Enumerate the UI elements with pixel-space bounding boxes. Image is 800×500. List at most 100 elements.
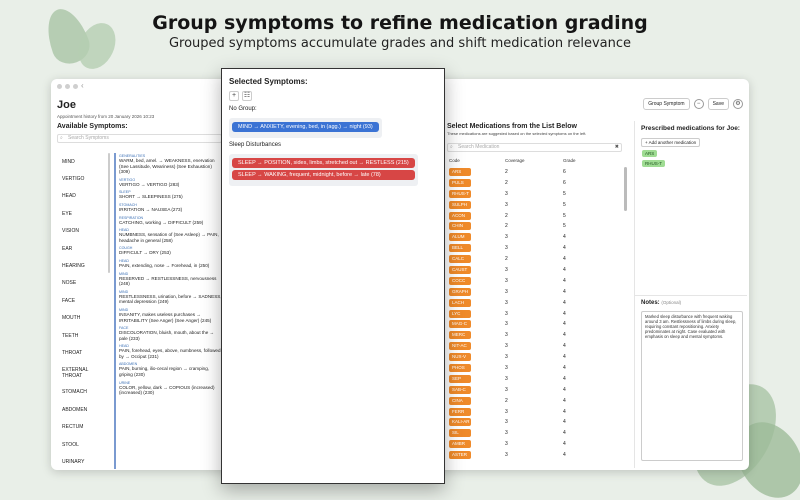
symptom-item[interactable]: RESPIRATION CATCHING, working → DIFFICULT… <box>116 215 222 228</box>
medication-row[interactable]: KALI-AR 3 4 <box>447 417 627 428</box>
medication-row[interactable]: CALC 2 4 <box>447 254 627 265</box>
medication-code-badge[interactable]: PULS <box>449 178 471 187</box>
medication-row[interactable]: MAG-C 3 4 <box>447 319 627 330</box>
category-item[interactable]: EXTERNAL THROAT <box>62 366 89 379</box>
medication-row[interactable]: CHIN 2 5 <box>447 221 627 232</box>
symptom-item[interactable]: VERTIGO VERTIGO → VERTIGO (283) <box>116 177 222 190</box>
category-item[interactable]: NOSE <box>62 280 77 287</box>
symptom-item[interactable]: MIND RESTLESSNESS, urination, before → SA… <box>116 289 222 307</box>
medication-code-badge[interactable]: SIL <box>449 429 471 438</box>
medication-row[interactable]: ARS 2 6 <box>447 167 627 178</box>
category-item[interactable]: EYE <box>62 210 73 217</box>
close-dot-icon[interactable] <box>57 84 62 89</box>
category-item[interactable]: EAR <box>62 245 73 252</box>
symptom-item[interactable]: HEAD PAIN, forehead, eyes, above, numbnes… <box>116 343 222 361</box>
medication-row[interactable]: ASTER 3 4 <box>447 450 627 461</box>
medication-code-badge[interactable]: ARS <box>449 168 471 176</box>
medication-row[interactable]: SEP 3 4 <box>447 374 627 385</box>
symptom-item[interactable]: MIND INSANITY, makes useless purchases → … <box>116 307 222 325</box>
medication-search-input[interactable]: ⌕ Search Medication ✖ <box>447 143 622 152</box>
symptom-item[interactable]: HEAD NUMBNESS, sensation of (See Asleep) … <box>116 227 222 245</box>
medication-row[interactable]: GRAPH 3 4 <box>447 287 627 298</box>
list-icon[interactable]: ☷ <box>242 91 252 101</box>
category-item[interactable]: HEARING <box>62 263 85 270</box>
back-chevron-icon[interactable]: ‹ <box>81 81 84 90</box>
add-medication-button[interactable]: + Add another medication <box>641 138 701 147</box>
medication-row[interactable]: AMBR 3 4 <box>447 439 627 450</box>
medication-row[interactable]: NUX-V 3 4 <box>447 352 627 363</box>
medication-code-badge[interactable]: MERC <box>449 331 471 340</box>
prescribed-item[interactable]: RHUS-T <box>642 160 665 167</box>
medication-code-badge[interactable]: AMBR <box>449 440 471 449</box>
medication-code-badge[interactable]: PHOS <box>449 364 471 373</box>
minus-icon[interactable]: − <box>693 99 704 109</box>
medication-code-badge[interactable]: CALC <box>449 255 471 264</box>
medication-code-badge[interactable]: CINA <box>449 396 471 405</box>
medication-code-badge[interactable]: NUX-V <box>449 353 471 362</box>
selected-symptom-pill[interactable]: MIND → ANXIETY, evening, bed, in (agg.) … <box>232 122 379 132</box>
selected-symptom-pill[interactable]: SLEEP → WAKING, frequent, midnight, befo… <box>232 170 415 180</box>
medication-row[interactable]: LYC 3 4 <box>447 309 627 320</box>
medication-row[interactable]: ACON 2 5 <box>447 211 627 222</box>
medication-row[interactable]: SIL 3 4 <box>447 428 627 439</box>
category-item[interactable]: FACE <box>62 297 76 304</box>
medication-row[interactable]: BELL 3 4 <box>447 243 627 254</box>
medication-row[interactable]: CAUST 3 4 <box>447 265 627 276</box>
symptom-item[interactable]: STOMACH IRRITATION → NAUSEA (273) <box>116 202 222 215</box>
category-item[interactable]: STOMACH <box>62 389 87 396</box>
category-item[interactable]: THROAT <box>62 349 83 356</box>
add-group-icon[interactable]: + <box>229 91 239 101</box>
save-button[interactable]: Save <box>707 98 729 110</box>
symptom-item[interactable]: MIND RESERVED → RESTLESSNESS, nervousness… <box>116 271 222 289</box>
category-item[interactable]: MOUTH <box>62 315 81 322</box>
medication-row[interactable]: PHOS 3 4 <box>447 363 627 374</box>
medication-row[interactable]: MERC 3 4 <box>447 330 627 341</box>
column-code[interactable]: Code <box>449 158 460 163</box>
category-item[interactable]: ABDOMEN <box>62 406 88 413</box>
selected-symptom-pill[interactable]: SLEEP → POSITION, sides, limbs, stretche… <box>232 158 415 168</box>
column-grade[interactable]: Grade <box>563 158 576 163</box>
prescribed-item[interactable]: ARS <box>642 150 658 157</box>
symptom-item[interactable]: URINE COLOR, yellow, dark → COPIOUS (incr… <box>116 380 222 398</box>
category-scrollbar[interactable] <box>108 153 110 273</box>
medication-code-badge[interactable]: RHUS-T <box>449 189 471 198</box>
category-item[interactable]: STOOL <box>62 441 79 448</box>
symptom-item[interactable]: COUGH DIFFICULT → DRY (253) <box>116 245 222 258</box>
symptom-item[interactable]: HEAD PAIN, extending, nose → Forehead, in… <box>116 258 222 271</box>
medication-row[interactable]: RHUS-T 3 5 <box>447 189 627 200</box>
medication-code-badge[interactable]: ACON <box>449 211 471 220</box>
settings-icon[interactable]: ⚙ <box>733 99 743 109</box>
medication-code-badge[interactable]: SAB-C <box>449 385 471 394</box>
symptom-search-input[interactable]: ⌕ Search Symptoms <box>57 134 222 143</box>
medication-code-badge[interactable]: LACH <box>449 298 471 307</box>
medication-code-badge[interactable]: BELL <box>449 244 471 253</box>
medication-row[interactable]: LACH 3 4 <box>447 298 627 309</box>
symptom-item[interactable]: SLEEP SHORT → SLEEPINESS (275) <box>116 189 222 202</box>
category-item[interactable]: TEETH <box>62 332 79 339</box>
category-item[interactable]: URINARY <box>62 458 85 465</box>
medication-row[interactable]: SULPH 3 5 <box>447 200 627 211</box>
medication-row[interactable]: ALUM 3 4 <box>447 232 627 243</box>
medication-code-badge[interactable]: GRAPH <box>449 287 471 296</box>
medication-code-badge[interactable]: SULPH <box>449 200 471 209</box>
symptom-item[interactable]: GENERALITIES WARM, bed, amel. → WEAKNESS,… <box>116 153 222 177</box>
category-item[interactable]: MIND <box>62 158 75 165</box>
medication-code-badge[interactable]: NIT-AC <box>449 342 471 351</box>
minimize-dot-icon[interactable] <box>65 84 70 89</box>
category-item[interactable]: HEAD <box>62 193 76 200</box>
medication-code-badge[interactable]: ALUM <box>449 233 471 242</box>
medication-row[interactable]: NIT-AC 3 4 <box>447 341 627 352</box>
medication-row[interactable]: CINA 2 4 <box>447 396 627 407</box>
category-item[interactable]: VISION <box>62 228 79 235</box>
symptom-item[interactable]: ABDOMEN PAIN, burning, ilio-cecal region … <box>116 361 222 379</box>
medication-code-badge[interactable]: CAUST <box>449 266 471 275</box>
medication-code-badge[interactable]: FERR <box>449 407 471 416</box>
category-item[interactable]: RECTUM <box>62 424 84 431</box>
medication-code-badge[interactable]: COCC <box>449 276 471 285</box>
medication-row[interactable]: PULS 2 6 <box>447 178 627 189</box>
zoom-dot-icon[interactable] <box>73 84 78 89</box>
medication-row[interactable]: COCC 3 4 <box>447 276 627 287</box>
group-symptom-button[interactable]: Group Symptom <box>643 98 690 110</box>
medication-code-badge[interactable]: CHIN <box>449 222 471 231</box>
medication-code-badge[interactable]: LYC <box>449 309 471 318</box>
